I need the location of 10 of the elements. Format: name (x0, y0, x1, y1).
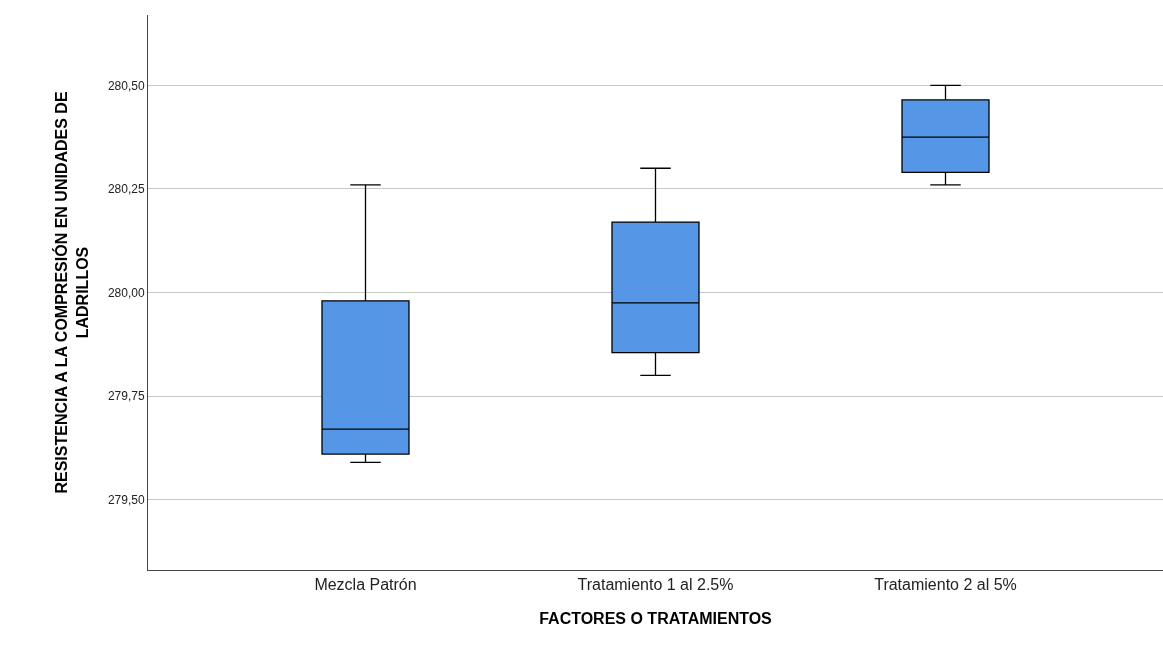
y-tick-label: 280,50 (107, 78, 145, 93)
y-tick-label: 279,50 (107, 492, 145, 507)
x-tick-label: Mezcla Patrón (314, 576, 417, 594)
y-tick-label: 279,75 (107, 389, 145, 404)
y-tick-label: 280,00 (107, 285, 145, 300)
x-tick-label: Tratamiento 2 al 5% (874, 576, 1017, 594)
x-tick-label: Tratamiento 1 al 2.5% (577, 576, 734, 594)
y-axis-title: RESISTENCIA A LA COMPRESIÓN EN UNIDADES DE LADRILLOS (52, 91, 91, 494)
y-tick-label: 280,25 (107, 182, 145, 197)
x-axis-title: FACTORES O TRATAMIENTOS (539, 609, 773, 627)
